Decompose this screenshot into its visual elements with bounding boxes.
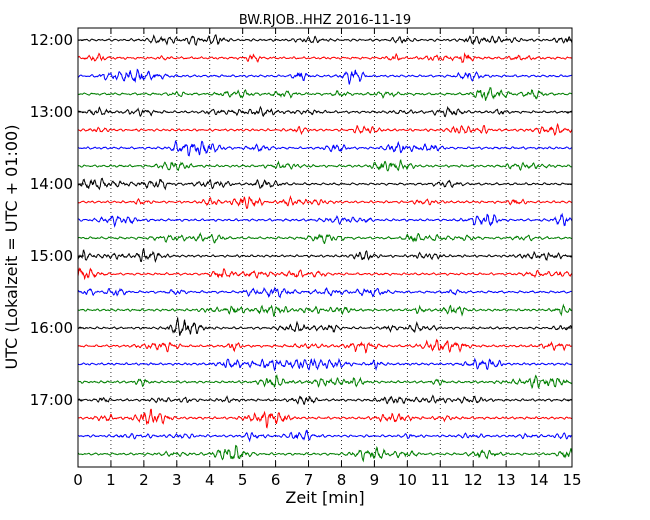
trace-row-9 <box>77 195 573 210</box>
x-tick-label: 11 <box>431 471 450 489</box>
y-axis-ticks: 12:00 13:00 14:00 15:00 16:00 17:00 <box>30 31 572 409</box>
trace-row-8 <box>77 177 573 191</box>
x-tick-label: 8 <box>337 471 347 489</box>
plot-frame <box>77 27 573 468</box>
y-tick-label: 17:00 <box>30 391 73 409</box>
x-tick-label: 0 <box>73 471 83 489</box>
y-axis-label: UTC (Lokalzeit = UTC + 01:00) <box>2 125 21 370</box>
trace-row-0 <box>77 34 573 46</box>
trace-row-20 <box>77 394 573 405</box>
x-tick-label: 6 <box>271 471 281 489</box>
trace-row-17 <box>77 338 573 354</box>
trace-row-2 <box>77 68 573 85</box>
trace-row-18 <box>77 357 573 372</box>
seismogram-traces <box>77 34 573 463</box>
x-tick-label: 15 <box>562 471 581 489</box>
x-axis-ticks: 0 1 2 3 4 5 6 7 8 9 10 11 12 13 14 15 <box>73 28 582 489</box>
x-tick-label: 2 <box>139 471 149 489</box>
trace-row-4 <box>77 105 573 118</box>
x-tick-label: 9 <box>370 471 380 489</box>
x-axis-label: Zeit [min] <box>285 488 364 507</box>
x-tick-label: 10 <box>398 471 417 489</box>
trace-row-6 <box>77 140 573 157</box>
trace-row-11 <box>77 231 573 245</box>
x-tick-label: 3 <box>172 471 182 489</box>
y-tick-label: 15:00 <box>30 247 73 265</box>
trace-row-1 <box>77 52 573 64</box>
x-tick-label: 13 <box>497 471 516 489</box>
x-tick-label: 4 <box>205 471 215 489</box>
trace-row-5 <box>77 122 573 136</box>
x-tick-label: 12 <box>464 471 483 489</box>
trace-row-12 <box>77 247 573 263</box>
trace-row-14 <box>77 286 573 299</box>
y-tick-label: 12:00 <box>30 31 73 49</box>
trace-row-22 <box>77 429 573 443</box>
trace-row-16 <box>77 317 573 336</box>
trace-row-3 <box>77 86 573 101</box>
trace-row-15 <box>77 303 573 318</box>
y-tick-label: 14:00 <box>30 175 73 193</box>
trace-row-19 <box>77 374 573 390</box>
trace-row-10 <box>77 212 573 228</box>
trace-row-13 <box>77 267 573 281</box>
y-tick-label: 16:00 <box>30 319 73 337</box>
trace-row-21 <box>77 408 573 429</box>
x-tick-label: 14 <box>530 471 549 489</box>
trace-row-7 <box>77 158 573 172</box>
x-tick-label: 5 <box>238 471 248 489</box>
trace-row-23 <box>77 444 573 463</box>
x-tick-label: 1 <box>106 471 116 489</box>
y-tick-label: 13:00 <box>30 103 73 121</box>
chart-title: BW.RJOB..HHZ 2016-11-19 <box>239 13 411 28</box>
x-tick-label: 7 <box>304 471 314 489</box>
